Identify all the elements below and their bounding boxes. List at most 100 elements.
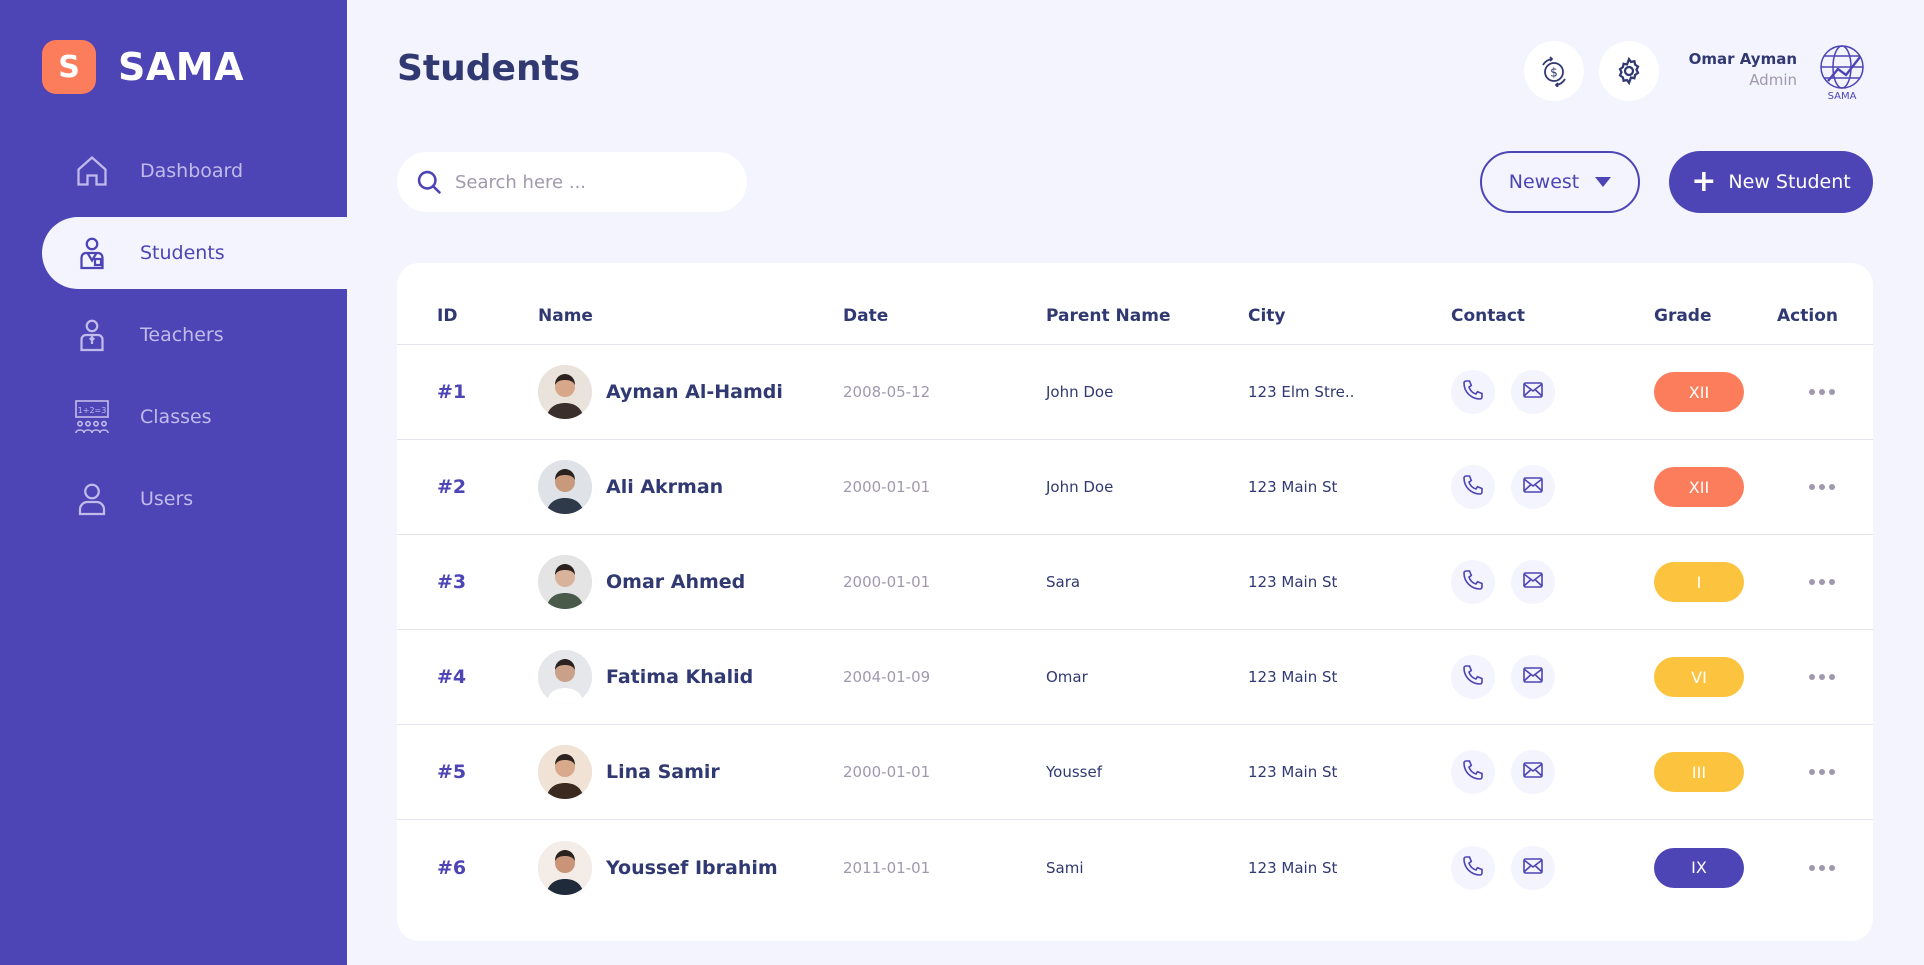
email-button[interactable] — [1511, 560, 1555, 604]
sidebar-item-students[interactable]: Students — [42, 217, 347, 289]
student-id: #1 — [437, 381, 467, 403]
user-icon — [72, 479, 112, 519]
table-row[interactable]: #5 Lina Samir 2000-01-01 Youssef 123 Main St… — [397, 725, 1873, 820]
dot-icon — [1809, 484, 1815, 490]
classroom-icon: 1+2=3 — [72, 397, 112, 437]
student-name[interactable]: Ayman Al-Hamdi — [606, 381, 783, 403]
phone-icon — [1461, 568, 1485, 596]
table-header: ID Name Date Parent Name City Contact Grade Act… — [397, 263, 1873, 345]
student-name[interactable]: Youssef Ibrahim — [606, 856, 778, 879]
student-name[interactable]: Lina Samir — [606, 761, 720, 783]
teacher-icon — [72, 315, 112, 355]
dot-icon — [1819, 864, 1825, 871]
call-button[interactable] — [1451, 655, 1495, 699]
search-box[interactable] — [397, 152, 747, 212]
student-avatar — [538, 840, 592, 895]
dot-icon — [1809, 389, 1815, 395]
column-header-contact[interactable]: Contact — [1451, 306, 1526, 326]
svg-text:$: $ — [1550, 66, 1558, 80]
mail-icon — [1521, 568, 1545, 596]
call-button[interactable] — [1451, 560, 1495, 604]
dot-icon — [1819, 389, 1825, 395]
sidebar-item-label: Users — [140, 488, 194, 510]
search-input[interactable] — [455, 171, 715, 193]
table-row[interactable]: #2 Ali Akrman 2000-01-01 John Doe 123 Main S… — [397, 440, 1873, 535]
student-avatar — [538, 460, 592, 514]
student-name[interactable]: Ali Akrman — [606, 476, 724, 498]
parent-name: John Doe — [1046, 478, 1114, 496]
more-options-button[interactable] — [1809, 767, 1835, 777]
dot-icon — [1829, 389, 1835, 395]
user-avatar[interactable]: SAMA — [1812, 41, 1872, 102]
call-button[interactable] — [1451, 750, 1495, 794]
mail-icon — [1521, 663, 1545, 691]
grade-badge: I — [1654, 562, 1744, 602]
user-info[interactable]: Omar Ayman Admin — [1689, 50, 1797, 89]
grade-badge: IX — [1654, 847, 1744, 888]
sort-dropdown[interactable]: Newest — [1480, 151, 1640, 213]
call-button[interactable] — [1451, 370, 1495, 414]
call-button[interactable] — [1451, 465, 1495, 509]
sidebar-item-label: Classes — [140, 406, 212, 428]
more-options-button[interactable] — [1809, 387, 1835, 397]
sidebar-item-users[interactable]: Users — [42, 463, 347, 535]
table-row[interactable]: #4 Fatima Khalid 2004-01-09 Omar 123 Main St… — [397, 630, 1873, 725]
parent-name: Sami — [1046, 858, 1084, 877]
currency-exchange-button[interactable]: $ — [1524, 41, 1584, 101]
table-row[interactable]: #6 Youssef Ibrahim 2011-01-01 Sami 123 Main … — [397, 820, 1873, 915]
student-icon — [72, 233, 112, 273]
dot-icon — [1819, 484, 1825, 490]
sidebar-item-classes[interactable]: 1+2=3 Classes — [42, 381, 347, 453]
student-city: 123 Main St — [1248, 763, 1338, 781]
table-row[interactable]: #3 Omar Ahmed 2000-01-01 Sara 123 Main St I — [397, 535, 1873, 630]
sidebar-item-label: Students — [140, 242, 225, 264]
student-avatar — [538, 745, 592, 799]
column-header-city[interactable]: City — [1248, 306, 1286, 326]
dot-icon — [1809, 674, 1815, 680]
sidebar-item-teachers[interactable]: Teachers — [42, 299, 347, 371]
student-name[interactable]: Fatima Khalid — [606, 666, 754, 688]
column-header-id[interactable]: ID — [437, 306, 458, 326]
sort-label: Newest — [1508, 171, 1580, 193]
student-city: 123 Elm Stre.. — [1248, 383, 1355, 401]
column-header-name[interactable]: Name — [538, 306, 593, 326]
dot-icon — [1809, 864, 1815, 871]
sidebar-item-label: Teachers — [140, 324, 224, 346]
student-name[interactable]: Omar Ahmed — [606, 571, 746, 593]
call-button[interactable] — [1451, 845, 1495, 890]
student-city: 123 Main St — [1248, 858, 1338, 877]
email-button[interactable] — [1511, 465, 1555, 509]
table-row[interactable]: #1 Ayman Al-Hamdi 2008-05-12 John Doe 123 El… — [397, 345, 1873, 440]
more-options-button[interactable] — [1809, 863, 1835, 873]
column-header-parent-name[interactable]: Parent Name — [1046, 306, 1171, 326]
email-button[interactable] — [1511, 370, 1555, 414]
column-header-grade[interactable]: Grade — [1654, 306, 1712, 326]
sidebar: S SAMA Dashboard Students Teachers 1+2=3 Cla… — [0, 0, 347, 965]
home-icon — [72, 151, 112, 191]
new-student-button[interactable]: + New Student — [1669, 151, 1873, 213]
student-city: 123 Main St — [1248, 573, 1338, 591]
email-button[interactable] — [1511, 845, 1555, 890]
phone-icon — [1461, 378, 1485, 406]
column-header-action[interactable]: Action — [1777, 306, 1838, 326]
more-options-button[interactable] — [1809, 672, 1835, 682]
email-button[interactable] — [1511, 750, 1555, 794]
settings-button[interactable] — [1599, 41, 1659, 101]
mail-icon — [1521, 758, 1545, 786]
more-options-button[interactable] — [1809, 482, 1835, 492]
students-table: ID Name Date Parent Name City Contact Grade Act… — [397, 263, 1873, 941]
student-avatar — [538, 365, 592, 419]
brand[interactable]: S SAMA — [42, 40, 244, 94]
more-options-button[interactable] — [1809, 577, 1835, 587]
student-date: 2000-01-01 — [843, 478, 931, 496]
mail-icon — [1521, 473, 1545, 501]
column-header-date[interactable]: Date — [843, 306, 889, 326]
student-date: 2008-05-12 — [843, 383, 931, 401]
email-button[interactable] — [1511, 655, 1555, 699]
sidebar-item-dashboard[interactable]: Dashboard — [42, 135, 347, 207]
avatar-text: SAMA — [1828, 91, 1857, 101]
new-student-label: New Student — [1728, 171, 1851, 193]
user-name: Omar Ayman — [1688, 50, 1797, 68]
student-date: 2000-01-01 — [843, 573, 931, 591]
student-id: #2 — [437, 476, 467, 498]
